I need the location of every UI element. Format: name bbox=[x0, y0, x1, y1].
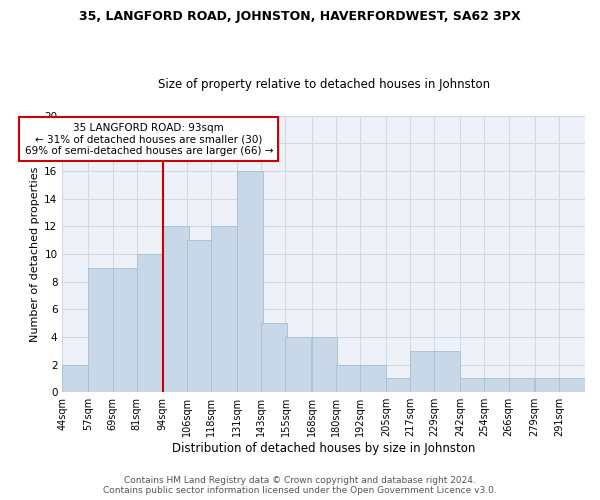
Bar bbox=[460, 378, 486, 392]
Bar bbox=[410, 350, 436, 392]
Title: Size of property relative to detached houses in Johnston: Size of property relative to detached ho… bbox=[158, 78, 490, 91]
Bar bbox=[237, 171, 263, 392]
Bar bbox=[509, 378, 535, 392]
Bar bbox=[163, 226, 189, 392]
Bar bbox=[211, 226, 237, 392]
Bar bbox=[336, 364, 362, 392]
Bar bbox=[535, 378, 560, 392]
Text: 35, LANGFORD ROAD, JOHNSTON, HAVERFORDWEST, SA62 3PX: 35, LANGFORD ROAD, JOHNSTON, HAVERFORDWE… bbox=[79, 10, 521, 23]
Bar bbox=[88, 268, 115, 392]
Bar bbox=[286, 337, 311, 392]
Bar bbox=[559, 378, 585, 392]
Bar bbox=[311, 337, 337, 392]
Bar bbox=[360, 364, 386, 392]
X-axis label: Distribution of detached houses by size in Johnston: Distribution of detached houses by size … bbox=[172, 442, 475, 455]
Bar bbox=[62, 364, 88, 392]
Y-axis label: Number of detached properties: Number of detached properties bbox=[30, 166, 40, 342]
Bar bbox=[187, 240, 213, 392]
Bar bbox=[137, 254, 163, 392]
Bar bbox=[484, 378, 511, 392]
Text: Contains HM Land Registry data © Crown copyright and database right 2024.
Contai: Contains HM Land Registry data © Crown c… bbox=[103, 476, 497, 495]
Bar bbox=[386, 378, 412, 392]
Text: 35 LANGFORD ROAD: 93sqm
← 31% of detached houses are smaller (30)
69% of semi-de: 35 LANGFORD ROAD: 93sqm ← 31% of detache… bbox=[25, 122, 273, 156]
Bar bbox=[262, 323, 287, 392]
Bar bbox=[434, 350, 460, 392]
Bar bbox=[113, 268, 139, 392]
